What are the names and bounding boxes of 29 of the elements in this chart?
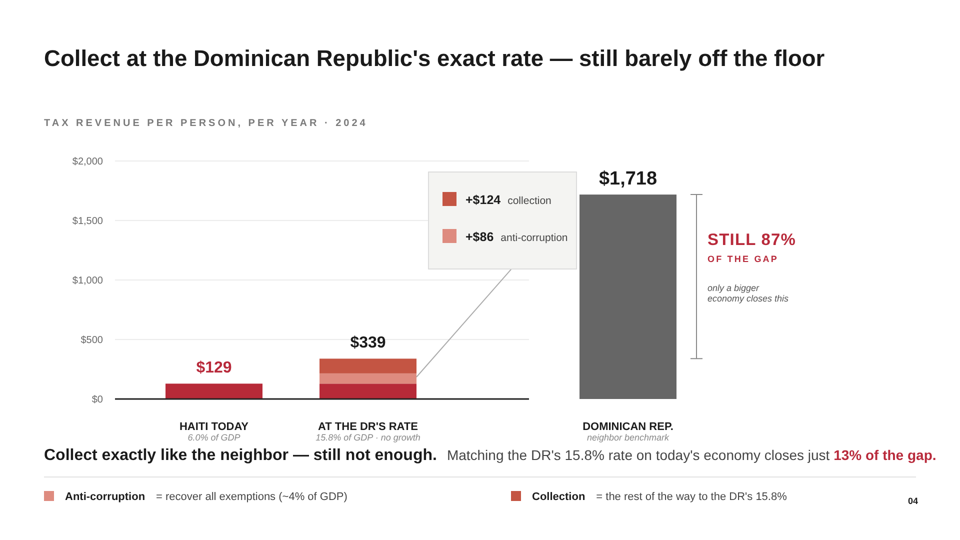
y-tick-label: $1,000 [72, 276, 104, 286]
x-tick-label: DOMINICAN REP. [582, 421, 674, 433]
x-tick-label: AT THE DR'S RATE [318, 421, 418, 433]
y-tick-label: $2,000 [72, 156, 104, 168]
text: STILL 87% [708, 231, 796, 249]
text: 15.8% of GDP · no growth [316, 432, 420, 442]
text: = recover all exemptions (~4% of GDP) [156, 491, 348, 503]
text: Matching the DR's 15.8% rate on today's economy closes just [446, 447, 830, 463]
y-tick-label: $1,500 [72, 216, 104, 227]
y-tick-label: $0 [92, 394, 104, 406]
total-label: $129 [196, 360, 232, 377]
legend-label: Anti-corruption [65, 491, 146, 503]
chart-title: Collect at the Dominican Republic's exact rate — still barely off the floor [44, 45, 825, 71]
text: 6.0% of GDP [188, 432, 240, 442]
text: Collect exactly like the neighbor — still not enough. [44, 447, 437, 464]
total-label: $339 [350, 334, 386, 352]
annotation: +$86 anti-corruption [466, 230, 568, 244]
y-tick-label: $500 [80, 335, 104, 346]
total-label: $1,718 [598, 168, 658, 190]
chart-subtitle: TAX REVENUE PER PERSON, PER YEAR · 2024 [44, 118, 368, 129]
x-tick-label: HAITI TODAY [179, 421, 250, 433]
text: neighbor benchmark [586, 432, 670, 442]
legend-label: Collection [532, 491, 586, 503]
text: 13% of the gap. [834, 447, 936, 463]
text: 04 [908, 496, 918, 506]
annotation: +$124 collection [466, 193, 552, 207]
text: OF THE GAP [708, 254, 779, 264]
text: only a bigger economy closes this [708, 283, 790, 304]
text: = the rest of the way to the DR's 15.8% [596, 491, 788, 503]
